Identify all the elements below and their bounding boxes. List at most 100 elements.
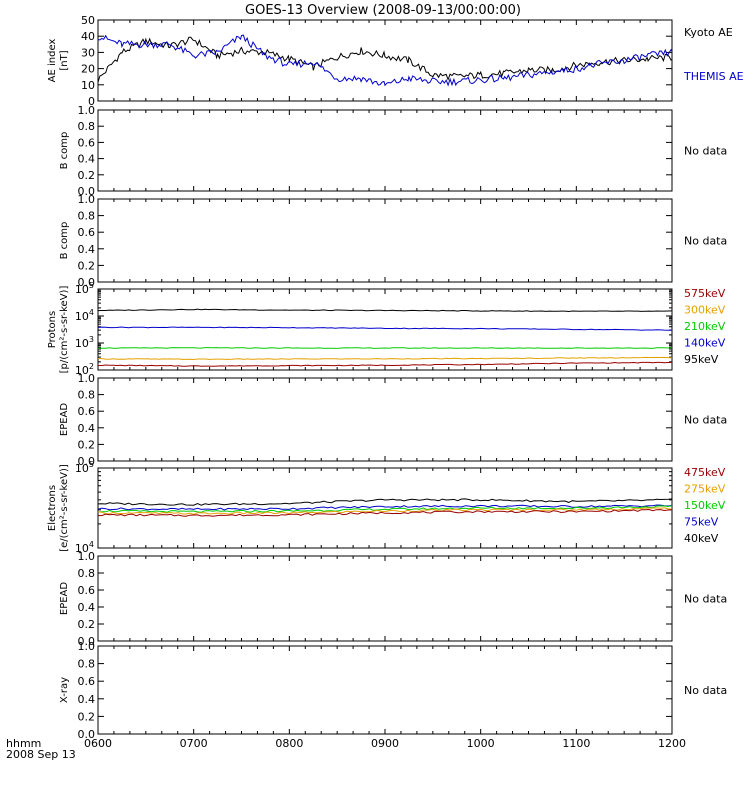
y-tick-label: 20	[81, 63, 95, 76]
series-group-ae	[97, 34, 673, 87]
y-tick-label: 0.6	[78, 226, 96, 239]
time-format-label: hhmm	[6, 737, 41, 750]
y-tick-label: 1.0	[78, 372, 96, 385]
panel-bcomp1: B comp 0.0 0.2 0.4 0.6 0.8 1.0 No data	[59, 104, 727, 198]
y-tick-label: 30	[81, 46, 95, 59]
y-tick-label: 103	[75, 335, 94, 350]
series-line-300kev	[97, 356, 672, 361]
y-tick-label: 1.0	[78, 640, 96, 653]
series-line-140kev	[97, 326, 673, 331]
y-tick-label: 50	[81, 14, 95, 27]
panel-epead1: EPEAD 0.0 0.2 0.4 0.6 0.8 1.0 No data	[59, 372, 727, 468]
panel-frame	[97, 645, 673, 735]
y-axis-label: [e/(cm²-s-sr-keV)]	[59, 464, 70, 552]
panel-protons: Protons [p/(cm²-s-sr-keV)] 102 103 104 105 575…	[47, 281, 726, 377]
legend-item: 275keV	[684, 483, 726, 496]
y-tick-label: 0.8	[78, 658, 96, 671]
panel-electrons: Electrons [e/(cm²-s-sr-keV)] 104 105 475keV 2…	[47, 460, 726, 555]
x-tick-label: 0600	[84, 737, 112, 750]
legend-item: 75keV	[684, 516, 719, 529]
y-tick-label: 0.8	[78, 389, 96, 402]
no-data-label: No data	[684, 593, 727, 606]
legend-item: 300keV	[684, 304, 726, 317]
legend-item: 40keV	[684, 532, 719, 545]
y-tick-label: 0.0	[78, 728, 96, 741]
panel-frame	[97, 377, 673, 462]
legend-item: 140keV	[684, 337, 726, 350]
x-tick-label: 0900	[371, 737, 399, 750]
y-tick-label: 0.2	[78, 438, 96, 451]
no-data-label: No data	[684, 414, 727, 427]
y-axis-label: B comp	[59, 222, 70, 260]
y-axis-label: B comp	[59, 132, 70, 170]
panel-frame	[97, 555, 673, 642]
y-axis-label: [nT]	[59, 50, 70, 70]
y-axis-label: Protons	[47, 311, 58, 348]
date-label: 2008 Sep 13	[6, 748, 76, 761]
panel-frame	[97, 198, 673, 283]
y-tick-label: 1.0	[78, 193, 96, 206]
y-tick-label: 105	[75, 460, 94, 475]
y-tick-label: 0.0	[78, 185, 96, 198]
y-tick-label: 0.2	[78, 710, 96, 723]
no-data-label: No data	[684, 684, 727, 697]
panel-ae: AE index [nT] 0 10 20 30 40 50 Kyoto AE THEMIS AE	[47, 14, 744, 108]
y-tick-label: 0.6	[78, 405, 96, 418]
series-line-275kev	[97, 507, 672, 515]
panel-frame	[97, 19, 673, 102]
legend-item: 210keV	[684, 320, 726, 333]
legend-item: 475keV	[684, 466, 726, 479]
y-tick-label: 104	[75, 308, 94, 323]
y-tick-label: 104	[75, 540, 94, 555]
y-tick-label: 1.0	[78, 550, 96, 563]
no-data-label: No data	[684, 145, 727, 158]
y-tick-label: 0.2	[78, 618, 96, 631]
y-tick-label: 0.4	[78, 243, 96, 256]
legend-item: Kyoto AE	[684, 26, 733, 39]
x-axis: 0600 0700 0800 0900 1000 1100 1200	[84, 737, 686, 750]
x-tick-label: 1100	[562, 737, 590, 750]
series-line-575kev	[98, 361, 673, 367]
y-tick-label: 40	[81, 30, 95, 43]
y-axis-label: X-ray	[59, 677, 70, 703]
panel-epead2: EPEAD 0.0 0.2 0.4 0.6 0.8 1.0 No data	[59, 550, 727, 648]
legend-item: 95keV	[684, 353, 719, 366]
series-line-95kev	[97, 308, 673, 313]
panel-frame	[97, 109, 673, 192]
x-tick-label: 1200	[658, 737, 686, 750]
y-tick-label: 0.6	[78, 584, 96, 597]
y-tick-label: 0.6	[78, 675, 96, 688]
series-line-210kev	[98, 347, 673, 349]
chart-title: GOES-13 Overview (2008-09-13/00:00:00)	[245, 3, 521, 18]
y-tick-label: 10	[81, 79, 95, 92]
y-tick-label: 0.0	[78, 635, 96, 648]
legend-item: 575keV	[684, 287, 726, 300]
legend-item: THEMIS AE	[683, 70, 744, 83]
series-line-40kev	[97, 498, 673, 506]
y-tick-label: 0.6	[78, 136, 96, 149]
y-axis-label: EPEAD	[59, 582, 70, 616]
y-tick-label: 0.8	[78, 120, 96, 133]
series-line-kyoto-ae	[97, 36, 673, 83]
panel-xray: X-ray 0.0 0.2 0.4 0.6 0.8 1.0 No data	[59, 640, 727, 741]
y-tick-label: 0.4	[78, 693, 96, 706]
x-tick-label: 0700	[180, 737, 208, 750]
x-tick-label: 0800	[275, 737, 303, 750]
series-group-protons	[97, 308, 673, 367]
y-tick-label: 1.0	[78, 104, 96, 117]
y-tick-label: 102	[75, 362, 94, 377]
y-tick-label: 0.0	[78, 276, 96, 289]
legend-item: 150keV	[684, 499, 726, 512]
panels-layer: AE index [nT] 0 10 20 30 40 50 Kyoto AE THEMIS AE…	[47, 14, 744, 741]
y-axis-label: AE index	[47, 39, 58, 83]
series-line-themis-ae	[97, 34, 673, 87]
y-tick-label: 0.2	[78, 169, 96, 182]
y-tick-label: 0.4	[78, 422, 96, 435]
no-data-label: No data	[684, 235, 727, 248]
y-axis-label: Electrons	[47, 485, 58, 531]
x-tick-label: 1000	[467, 737, 495, 750]
y-axis-label: EPEAD	[59, 403, 70, 437]
series-group-electrons	[97, 498, 673, 517]
panel-bcomp2: B comp 0.0 0.2 0.4 0.6 0.8 1.0 No data	[59, 193, 727, 289]
